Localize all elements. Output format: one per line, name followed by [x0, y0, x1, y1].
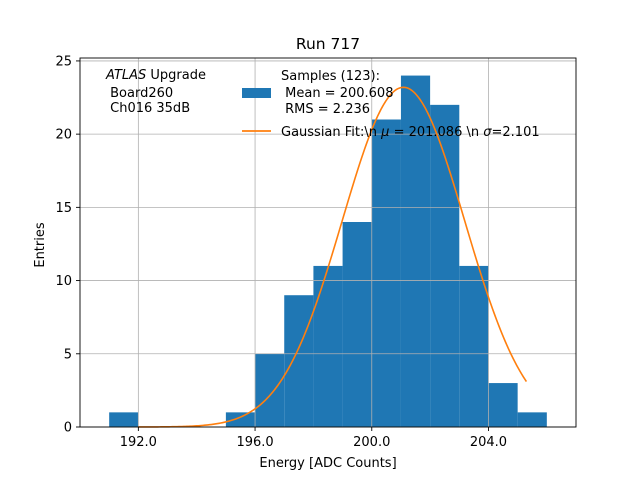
x-tick-label-0: 192.0: [120, 435, 157, 450]
legend: Samples (123): Mean = 200.608 RMS = 2.23…: [242, 69, 540, 140]
histogram-bar-6: [284, 295, 314, 427]
legend-fit-prefix: Gaussian Fit:\n: [281, 125, 381, 140]
y-tick-label-0: 0: [64, 421, 72, 436]
histogram-bar-14: [517, 412, 547, 427]
x-tick-label-2: 200.0: [353, 435, 390, 450]
annotation-atlas: ATLAS: [105, 68, 146, 83]
x-tick-label-1: 196.0: [236, 435, 273, 450]
legend-samples-rms: RMS = 2.236: [281, 102, 370, 117]
annotation-line-3: Ch016 35dB: [106, 101, 190, 116]
legend-fit-middle: = 201.086 \n: [389, 125, 483, 140]
histogram-bar-5: [255, 353, 285, 427]
histogram-bar-12: [459, 265, 489, 427]
legend-samples-swatch: [242, 88, 271, 98]
x-axis-title: Energy [ADC Counts]: [259, 456, 396, 471]
legend-fit-sigma: σ: [483, 125, 492, 140]
gaussian-fit-curve: [138, 86, 528, 428]
histogram-bar-7: [313, 265, 343, 427]
histogram-bar-8: [342, 222, 372, 427]
y-tick-label-4: 20: [55, 128, 72, 143]
legend-fit-label: Gaussian Fit:\n μ = 201.086 \n σ=2.101: [281, 125, 540, 140]
x-tick-label-3: 204.0: [470, 435, 507, 450]
legend-samples-title: Samples (123):: [281, 69, 380, 84]
annotation-line-2: Board260: [106, 86, 173, 101]
y-tick-label-1: 5: [64, 347, 72, 362]
chart-title: Run 717: [296, 35, 360, 53]
y-axis-title: Entries: [33, 222, 48, 268]
legend-fit-suffix: =2.101: [492, 125, 540, 140]
atlas-annotation: ATLAS Upgrade Board260 Ch016 35dB: [105, 68, 206, 116]
histogram-bar-4: [225, 412, 256, 427]
annotation-upgrade: Upgrade: [146, 68, 206, 83]
axes-frame: [79, 57, 577, 428]
y-tick-label-3: 15: [55, 201, 72, 216]
y-tick-label-5: 25: [55, 54, 72, 69]
legend-samples-mean: Mean = 200.608: [281, 86, 393, 101]
y-tick-label-2: 10: [55, 274, 72, 289]
plot-area: 192.0 196.0 200.0 204.0 0 5 10 15 20 25: [55, 54, 577, 450]
histogram-bar-11: [430, 104, 460, 427]
annotation-line-1: ATLAS Upgrade: [105, 68, 206, 83]
histogram-bar-0: [109, 412, 139, 427]
histogram-bar-13: [488, 383, 518, 427]
legend-fit-mu: μ: [380, 125, 389, 140]
histogram-bar-9: [371, 119, 401, 427]
